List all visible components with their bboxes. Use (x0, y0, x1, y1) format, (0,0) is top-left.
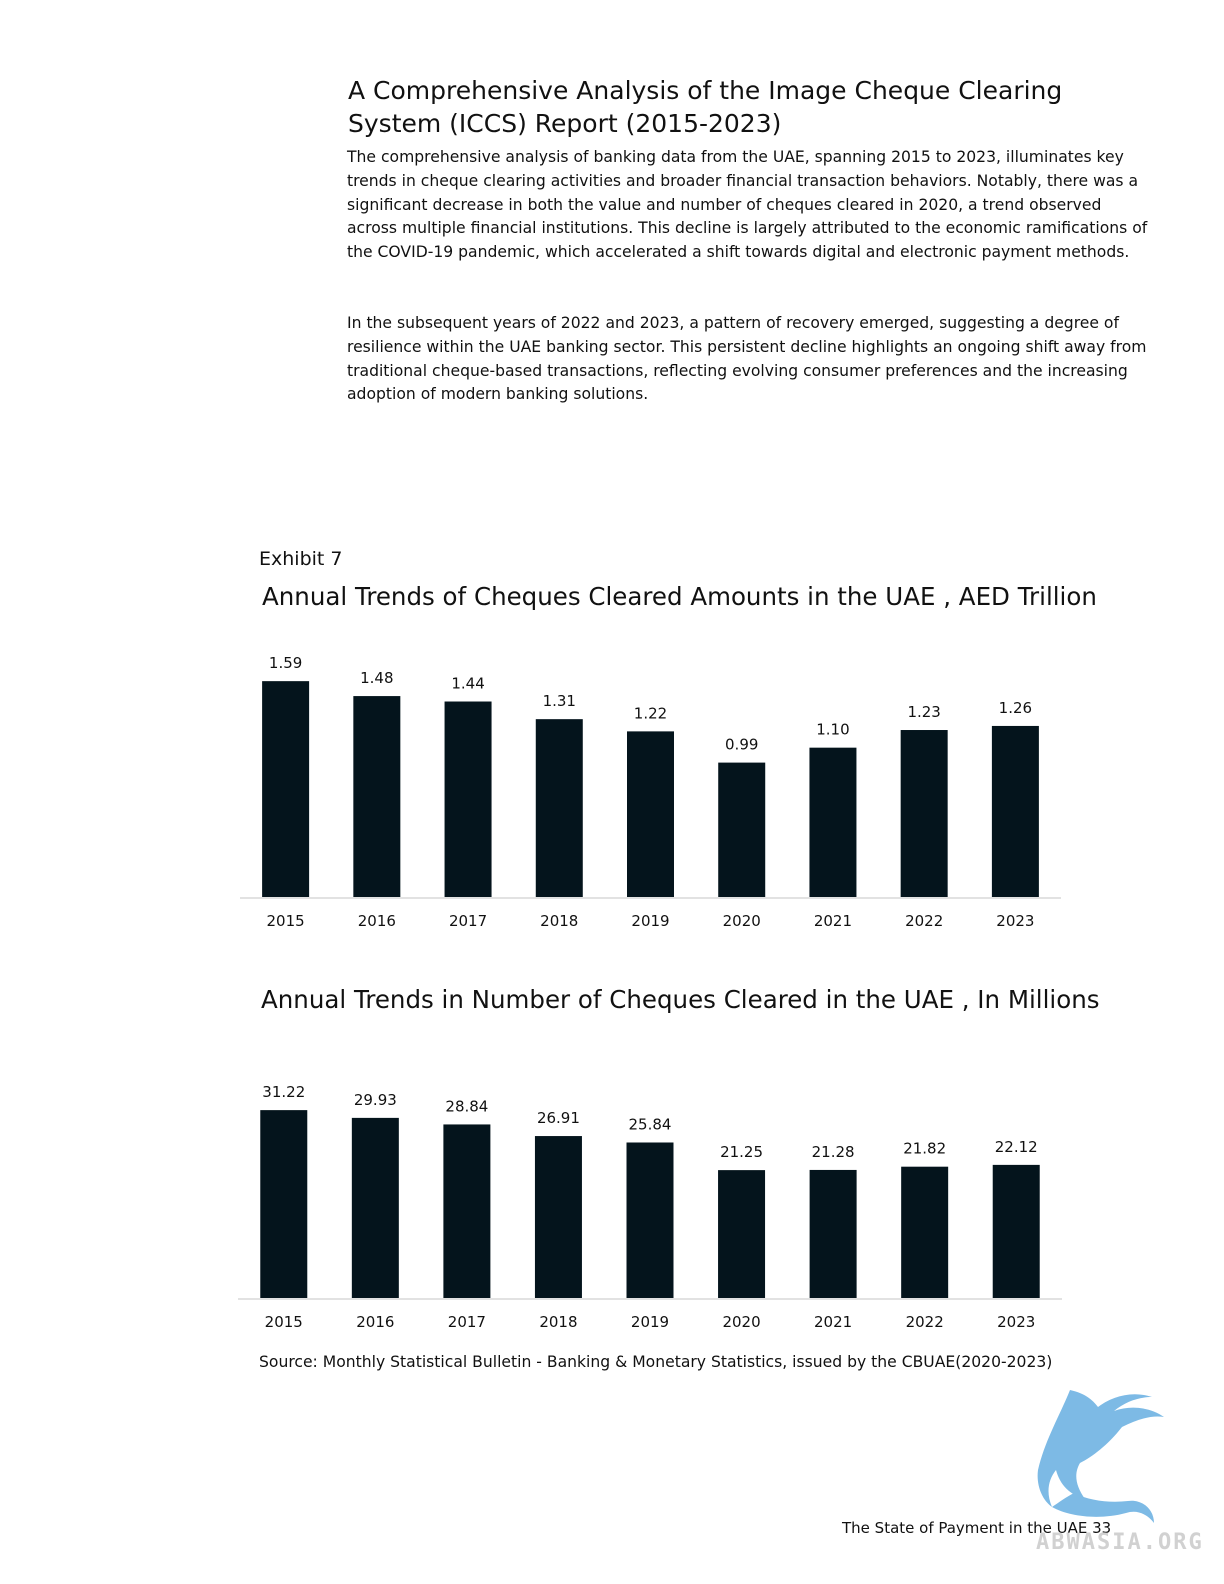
page-footer: The State of Payment in the UAE 33 (842, 1519, 1112, 1537)
data-label-2017: 1.44 (451, 675, 484, 693)
x-tick-label-2022: 2022 (905, 912, 943, 930)
x-tick-label-2018: 2018 (540, 912, 578, 930)
x-tick-label-2015: 2015 (265, 1313, 303, 1331)
x-tick-label-2023: 2023 (997, 1313, 1035, 1331)
bar-2020 (718, 1170, 766, 1298)
chart-amounts-title: Annual Trends of Cheques Cleared Amounts… (262, 582, 1097, 611)
intro-paragraph: The comprehensive analysis of banking da… (347, 148, 1148, 262)
x-tick-label-2023: 2023 (996, 912, 1034, 930)
data-label-2016: 1.48 (360, 669, 393, 687)
x-tick-label-2021: 2021 (814, 1313, 852, 1331)
data-label-2022: 1.23 (907, 703, 940, 721)
bar-2020 (718, 762, 766, 897)
data-label-2018: 26.91 (537, 1109, 580, 1127)
data-label-2017: 28.84 (445, 1097, 488, 1115)
data-label-2023: 22.12 (995, 1138, 1038, 1156)
bar-2016 (353, 696, 401, 897)
bar-2018 (534, 1136, 582, 1298)
source-note: Source: Monthly Statistical Bulletin - B… (259, 1353, 1053, 1371)
bar-2016 (351, 1117, 399, 1298)
recovery-paragraph: In the subsequent years of 2022 and 2023… (347, 314, 1147, 404)
chart-number: 31.22 2015 29.93 2016 28.84 2017 26.91 2018 25.8… (238, 1083, 1062, 1331)
x-tick-label-2016: 2016 (356, 1313, 394, 1331)
data-label-2020: 0.99 (725, 736, 758, 754)
bar-2022 (901, 1166, 949, 1298)
bar-2015 (260, 1110, 308, 1298)
data-label-2020: 21.25 (720, 1143, 763, 1161)
data-label-2015: 1.59 (269, 654, 302, 672)
griffin-logo-icon (1037, 1390, 1164, 1523)
data-label-2019: 1.22 (634, 704, 667, 722)
page-title: A Comprehensive Analysis of the Image Ch… (348, 76, 1063, 138)
x-tick-label-2016: 2016 (358, 912, 396, 930)
x-tick-label-2020: 2020 (722, 1313, 760, 1331)
bar-2021 (809, 1169, 857, 1298)
data-label-2015: 31.22 (262, 1083, 305, 1101)
bar-2023 (991, 725, 1039, 897)
x-tick-label-2021: 2021 (814, 912, 852, 930)
chart-number-title: Annual Trends in Number of Cheques Clear… (261, 985, 1100, 1014)
bar-2017 (443, 1124, 491, 1298)
data-label-2021: 1.10 (816, 721, 849, 739)
exhibit-label: Exhibit 7 (259, 548, 343, 570)
x-tick-label-2018: 2018 (539, 1313, 577, 1331)
bar-2023 (992, 1164, 1040, 1298)
x-tick-label-2017: 2017 (449, 912, 487, 930)
bar-2022 (900, 730, 948, 897)
x-tick-label-2017: 2017 (448, 1313, 486, 1331)
bar-2019 (626, 1142, 674, 1298)
x-tick-label-2015: 2015 (267, 912, 305, 930)
bar-2019 (627, 731, 674, 897)
data-label-2021: 21.28 (812, 1143, 855, 1161)
data-label-2018: 1.31 (543, 692, 576, 710)
chart-amounts: 1.59 2015 1.48 2016 1.44 2017 1.31 2018 1.22 2019… (240, 654, 1061, 930)
x-tick-label-2022: 2022 (906, 1313, 944, 1331)
data-label-2019: 25.84 (629, 1115, 672, 1133)
x-tick-label-2019: 2019 (631, 1313, 669, 1331)
x-tick-label-2019: 2019 (631, 912, 669, 930)
watermark-text: ABWASIA.ORG (1036, 1530, 1204, 1555)
data-label-2023: 1.26 (999, 699, 1032, 717)
data-label-2016: 29.93 (354, 1091, 397, 1109)
bar-2021 (809, 747, 857, 897)
bar-2018 (535, 719, 583, 897)
x-tick-label-2020: 2020 (723, 912, 761, 930)
data-label-2022: 21.82 (903, 1140, 946, 1158)
bar-2015 (262, 681, 310, 897)
bar-2017 (444, 701, 492, 897)
